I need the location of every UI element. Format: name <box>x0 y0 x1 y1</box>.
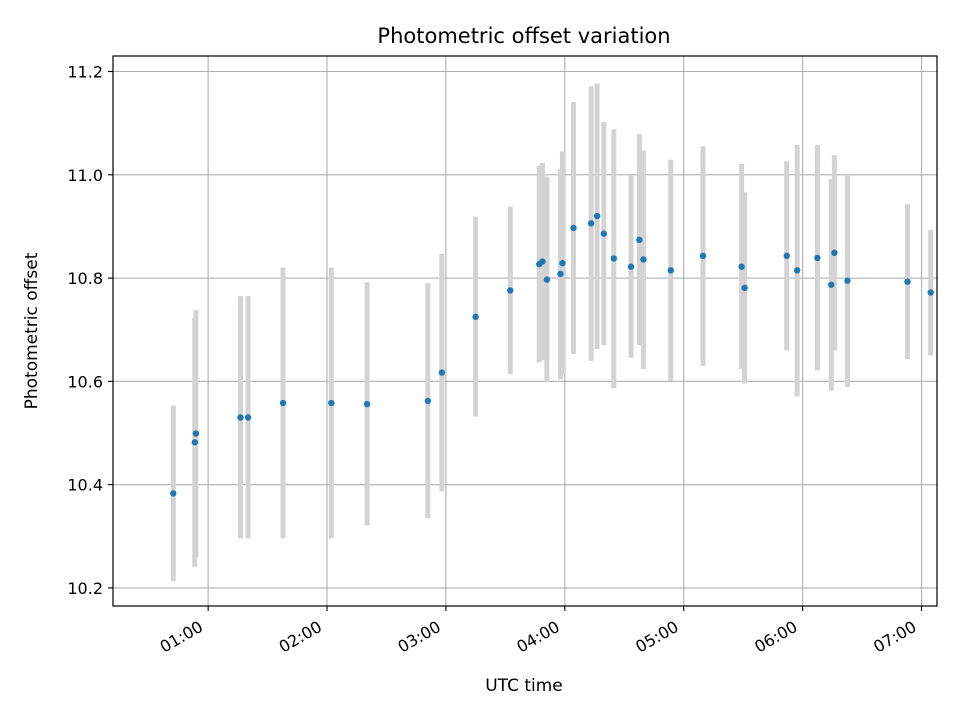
data-point <box>828 281 835 288</box>
data-point <box>424 397 432 405</box>
y-tick-label: 10.2 <box>67 579 103 598</box>
y-tick-label: 10.4 <box>67 476 103 495</box>
data-point <box>279 399 287 407</box>
data-point <box>472 313 479 320</box>
y-tick-label: 10.8 <box>67 269 103 288</box>
data-point <box>192 430 200 437</box>
data-point <box>559 259 566 267</box>
data-point <box>793 267 801 274</box>
data-point <box>741 284 748 292</box>
data-points <box>170 212 934 497</box>
data-point <box>328 399 335 407</box>
data-point <box>699 252 707 260</box>
data-point <box>539 258 546 265</box>
x-axis-label: UTC time <box>485 676 563 696</box>
data-point <box>627 263 635 270</box>
data-point <box>557 270 564 278</box>
data-point <box>610 255 618 262</box>
data-point <box>244 414 252 421</box>
data-point <box>363 400 371 408</box>
data-point <box>927 289 934 296</box>
y-tick-label: 11.2 <box>67 62 103 81</box>
data-point <box>237 414 244 421</box>
y-tick-label: 11.0 <box>67 166 103 185</box>
data-point <box>587 220 595 227</box>
data-point <box>507 287 514 294</box>
data-point <box>170 490 177 497</box>
data-point <box>600 230 608 237</box>
data-point <box>438 369 446 376</box>
data-point <box>814 254 821 262</box>
data-point <box>904 278 911 285</box>
data-point <box>831 249 838 256</box>
plot-frame <box>112 55 938 607</box>
data-point <box>738 263 745 270</box>
data-point <box>570 224 577 232</box>
data-point <box>593 212 601 220</box>
data-point <box>640 256 647 263</box>
chart-title: Photometric offset variation <box>377 24 670 48</box>
data-point <box>191 439 199 446</box>
data-point <box>636 236 643 244</box>
data-point <box>667 267 674 274</box>
y-axis-label: Photometric offset <box>22 252 42 409</box>
y-tick-label: 10.6 <box>67 372 103 391</box>
data-point <box>844 277 851 284</box>
data-point <box>543 276 551 283</box>
y-axis-ticks: 10.2 10.4 10.6 10.8 11.0 11.2 <box>67 62 113 598</box>
data-point <box>783 252 790 260</box>
